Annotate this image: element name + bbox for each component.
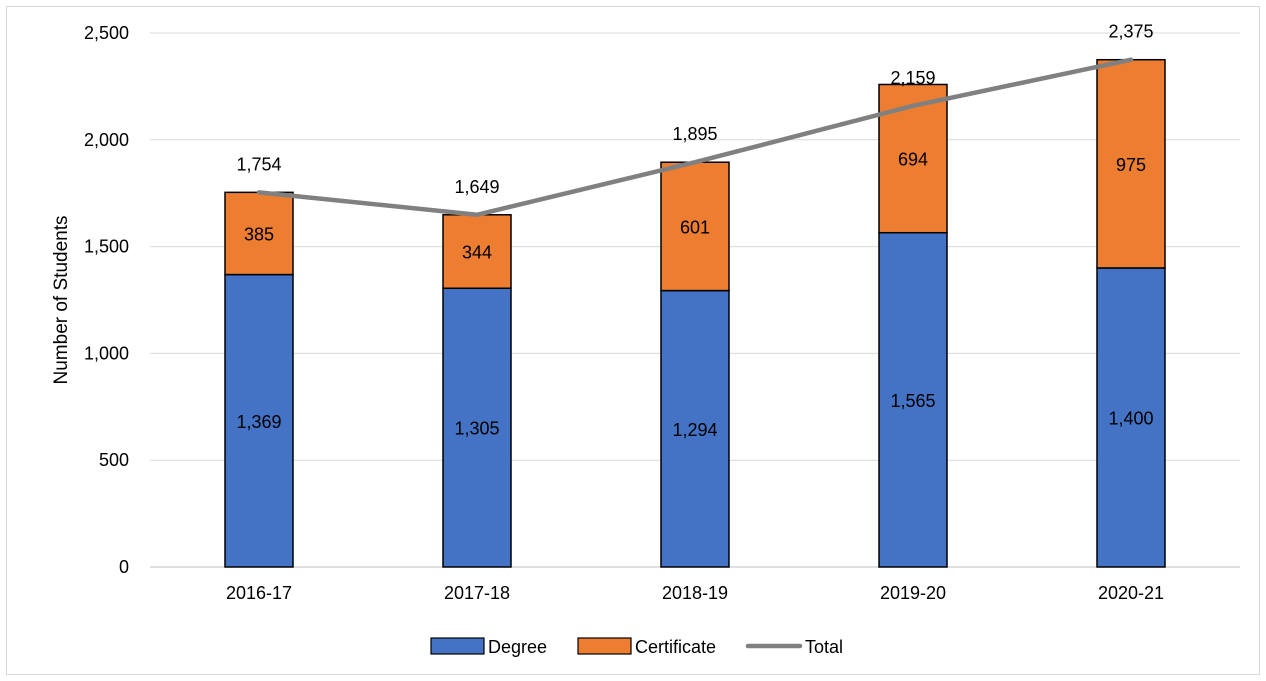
x-tick-label: 2019-20 — [880, 583, 946, 603]
data-label-total: 1,754 — [236, 154, 281, 174]
line-total — [256, 57, 1134, 218]
y-axis-tick-labels: 0 500 1,000 1,500 2,000 2,500 — [84, 23, 129, 577]
data-label-total: 1,649 — [454, 177, 499, 197]
data-label-certificate: 601 — [680, 217, 710, 237]
y-tick-label: 2,500 — [84, 23, 129, 43]
chart-frame — [6, 6, 1260, 675]
x-tick-label: 2018-19 — [662, 583, 728, 603]
bar-certificate — [878, 83, 948, 234]
data-label-degree: 1,305 — [454, 419, 499, 439]
bars — [224, 58, 1166, 568]
legend-swatch-degree — [430, 637, 485, 655]
y-tick-label: 2,000 — [84, 130, 129, 150]
data-label-total: 2,159 — [890, 68, 935, 88]
bar-certificate — [442, 214, 512, 290]
data-label-certificate: 344 — [462, 243, 492, 263]
data-label-total: 2,375 — [1108, 22, 1153, 42]
data-label-certificate: 975 — [1116, 155, 1146, 175]
data-label-degree: 1,369 — [236, 412, 281, 432]
total-line — [256, 57, 1134, 218]
x-tick-label: 2017-18 — [444, 583, 510, 603]
legend-label-certificate: Certificate — [635, 637, 716, 657]
y-tick-label: 1,500 — [84, 237, 129, 257]
y-tick-label: 0 — [119, 557, 129, 577]
bar-certificate — [660, 161, 730, 292]
data-labels: 1,369 385 1,305 344 1,294 601 1,565 694 1,400 975… — [236, 22, 1153, 440]
gridlines — [150, 32, 1240, 568]
legend-label-total: Total — [805, 637, 843, 657]
data-label-degree: 1,400 — [1108, 408, 1153, 428]
data-label-total: 1,895 — [672, 124, 717, 144]
data-label-certificate: 694 — [898, 150, 928, 170]
bar-certificate — [1096, 58, 1166, 269]
y-tick-label: 1,000 — [84, 343, 129, 363]
bar-certificate — [224, 191, 294, 276]
bar-degree — [224, 273, 294, 568]
legend-swatch-certificate — [577, 637, 632, 655]
bar-degree — [878, 231, 948, 568]
data-label-degree: 1,565 — [890, 391, 935, 411]
bar-degree — [1096, 267, 1166, 568]
x-tick-label: 2016-17 — [226, 583, 292, 603]
bar-degree — [660, 289, 730, 568]
x-tick-label: 2020-21 — [1098, 583, 1164, 603]
x-axis-tick-labels: 2016-17 2017-18 2018-19 2019-20 2020-21 — [226, 583, 1164, 603]
data-label-degree: 1,294 — [672, 420, 717, 440]
y-axis-title: Number of Students — [51, 216, 72, 385]
y-tick-label: 500 — [99, 450, 129, 470]
data-label-certificate: 385 — [244, 224, 274, 244]
legend: Degree Certificate Total — [430, 637, 843, 657]
legend-label-degree: Degree — [488, 637, 547, 657]
